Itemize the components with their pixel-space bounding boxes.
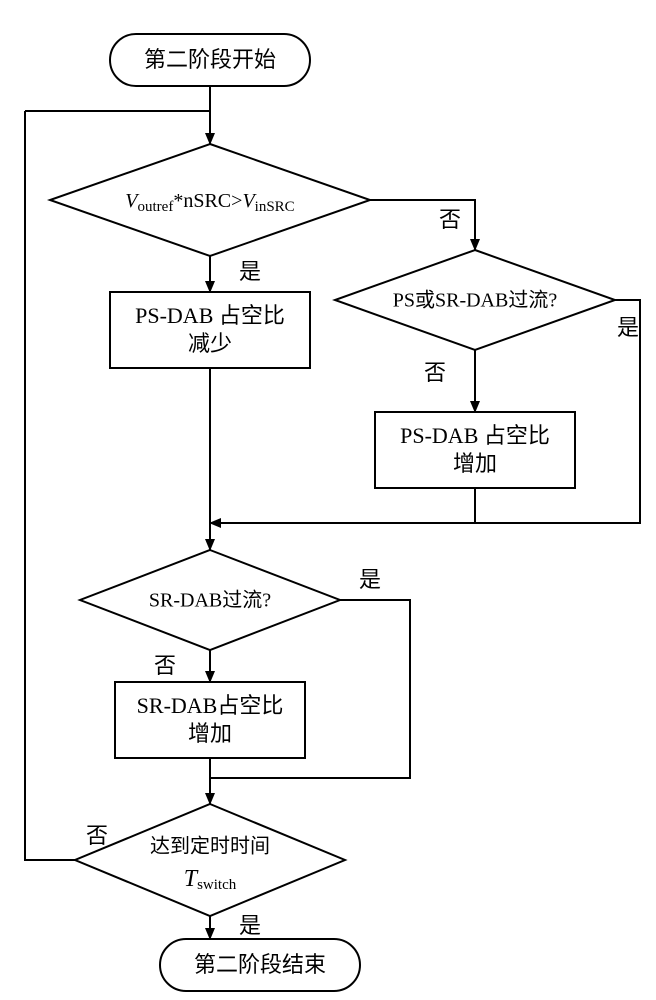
svg-text:第二阶段开始: 第二阶段开始 (144, 47, 276, 72)
flowchart-svg: 第二阶段开始Voutref*nSRC>VinSRCPS-DAB 占空比减少PS或… (0, 0, 656, 1000)
svg-text:否: 否 (439, 207, 461, 232)
svg-text:是: 是 (239, 259, 261, 284)
svg-text:Tswitch: Tswitch (184, 866, 237, 894)
svg-text:PS-DAB 占空比: PS-DAB 占空比 (400, 423, 550, 448)
svg-text:否: 否 (86, 823, 108, 848)
svg-text:SR-DAB过流?: SR-DAB过流? (149, 589, 271, 612)
svg-text:否: 否 (424, 360, 446, 385)
svg-text:增加: 增加 (453, 451, 497, 476)
svg-text:是: 是 (359, 567, 381, 592)
svg-text:PS-DAB 占空比: PS-DAB 占空比 (135, 303, 285, 328)
svg-text:SR-DAB占空比: SR-DAB占空比 (137, 693, 284, 718)
svg-text:是: 是 (239, 913, 261, 938)
svg-text:PS或SR-DAB过流?: PS或SR-DAB过流? (393, 289, 558, 312)
svg-text:达到定时时间: 达到定时时间 (150, 835, 270, 858)
svg-text:减少: 减少 (188, 331, 232, 356)
svg-text:否: 否 (154, 653, 176, 678)
svg-text:是: 是 (617, 315, 639, 340)
svg-text:Voutref*nSRC>VinSRC: Voutref*nSRC>VinSRC (125, 190, 294, 216)
svg-text:增加: 增加 (188, 721, 232, 746)
svg-text:第二阶段结束: 第二阶段结束 (194, 952, 326, 977)
